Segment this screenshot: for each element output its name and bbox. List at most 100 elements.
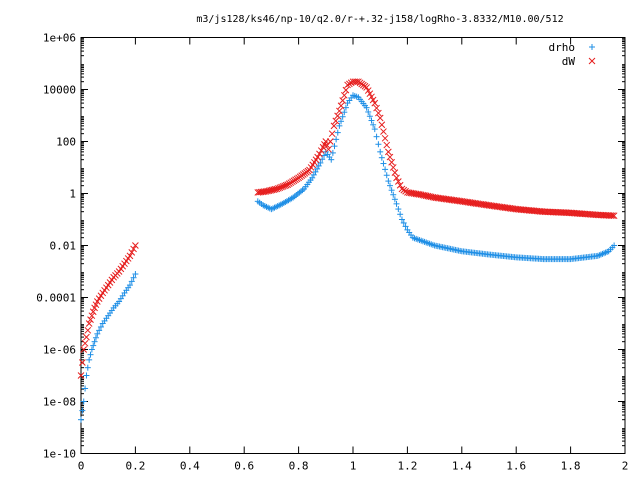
data-point-dw: [130, 245, 137, 253]
data-point-drho: [395, 206, 402, 213]
data-point-drho: [365, 108, 372, 115]
data-point-dw: [328, 130, 336, 138]
legend: drho dW: [549, 41, 596, 68]
data-point-drho: [82, 385, 89, 392]
chart-title: m3/js128/ks46/np-10/q2.0/r-+.32-j158/log…: [196, 14, 563, 25]
data-point-dw: [316, 150, 323, 158]
y-tick-label: 1e-08: [43, 396, 76, 409]
data-point-drho: [385, 178, 392, 185]
data-point-dw: [88, 312, 96, 320]
legend-label-dw: dW: [562, 55, 576, 68]
y-axis: 1e-10 1e-08 1e-06 0.0001 0.01 1 100 10000 1e+06: [36, 32, 625, 461]
x-axis: 0 0.2 0.4 0.6 0.8 1 1.2 1.4 1.6 1.8 2: [78, 37, 629, 473]
data-point-drho: [87, 351, 94, 358]
data-point-dw: [337, 102, 345, 110]
y-tick-label: 1e-10: [43, 448, 76, 461]
data-point-drho: [370, 121, 377, 128]
data-point-drho: [333, 136, 340, 143]
data-point-dw: [83, 333, 90, 341]
data-point-dw: [126, 252, 134, 260]
data-point-dw: [132, 242, 139, 249]
data-point-drho: [80, 398, 87, 405]
x-tick-label: 1.6: [506, 460, 526, 473]
data-point-drho: [339, 113, 346, 120]
data-point-drho: [331, 143, 338, 150]
data-point-drho: [84, 364, 91, 371]
data-point-dw: [363, 84, 370, 91]
data-point-drho: [317, 159, 324, 166]
legend-marker-drho: [589, 44, 595, 50]
x-tick-label: 2: [622, 460, 629, 473]
data-point-dw: [87, 316, 94, 323]
data-point-drho: [383, 172, 390, 179]
data-point-dw: [77, 372, 85, 379]
x-tick-label: 0.2: [125, 460, 145, 473]
data-point-dw: [383, 141, 391, 149]
data-point-dw: [389, 164, 397, 171]
data-point-dw: [386, 153, 394, 161]
data-point-drho: [366, 113, 373, 120]
x-tick-label: 1.8: [561, 460, 581, 473]
x-tick-label: 1.2: [397, 460, 417, 473]
data-point-dw: [128, 249, 136, 256]
data-point-drho: [393, 200, 400, 207]
data-point-drho: [79, 407, 86, 414]
data-point-drho: [611, 242, 618, 249]
data-point-dw: [378, 121, 386, 129]
data-point-drho: [378, 154, 385, 161]
data-point-dw: [396, 181, 404, 189]
data-point-dw: [375, 109, 382, 117]
data-point-drho: [382, 166, 389, 173]
data-point-dw: [330, 122, 338, 130]
data-point-drho: [400, 219, 407, 226]
data-point-dw: [373, 104, 380, 112]
data-point-drho: [398, 216, 405, 223]
data-point-dw: [81, 339, 89, 347]
data-point-dw: [346, 80, 353, 88]
data-point-drho: [328, 156, 335, 163]
y-tick-label: 1e+06: [43, 32, 76, 45]
data-point-drho: [341, 109, 348, 116]
data-point-dw: [344, 81, 351, 89]
data-point-drho: [402, 223, 409, 230]
data-point-dw: [393, 174, 400, 182]
data-point-dw: [391, 169, 399, 176]
data-point-dw: [84, 326, 92, 334]
data-point-dw: [347, 79, 355, 87]
data-point-dw: [368, 93, 375, 101]
x-tick-label: 1.4: [452, 460, 472, 473]
y-tick-label: 10000: [43, 84, 76, 97]
data-point-drho: [329, 149, 336, 156]
data-point-dw: [339, 97, 347, 104]
data-point-drho: [88, 346, 95, 353]
data-point-dw: [394, 178, 402, 185]
data-point-drho: [342, 104, 349, 111]
data-point-dw: [371, 99, 379, 107]
data-point-drho: [380, 160, 387, 167]
data-point-dw: [340, 91, 348, 99]
data-point-dw: [334, 112, 341, 120]
data-point-dw: [325, 145, 332, 153]
data-point-drho: [96, 327, 103, 334]
y-tick-label: 0.0001: [36, 292, 76, 305]
data-point-drho: [83, 372, 90, 379]
data-point-dw: [388, 158, 395, 166]
y-tick-label: 1e-06: [43, 344, 76, 357]
x-tick-label: 0.4: [180, 460, 200, 473]
data-point-drho: [373, 133, 380, 140]
data-point-dw: [376, 114, 384, 122]
data-point-dw: [364, 87, 372, 94]
y-tick-label: 1: [69, 188, 76, 201]
data-point-dw: [385, 148, 392, 156]
data-point-dw: [326, 138, 334, 145]
data-point-dw: [332, 117, 340, 125]
data-point-dw: [85, 320, 93, 327]
data-point-drho: [97, 323, 104, 330]
data-point-drho: [390, 191, 397, 198]
x-tick-label: 0.6: [234, 460, 254, 473]
x-tick-label: 0: [78, 460, 85, 473]
legend-label-drho: drho: [549, 41, 576, 54]
data-point-drho: [91, 338, 98, 345]
y-tick-label: 0.01: [50, 240, 77, 253]
